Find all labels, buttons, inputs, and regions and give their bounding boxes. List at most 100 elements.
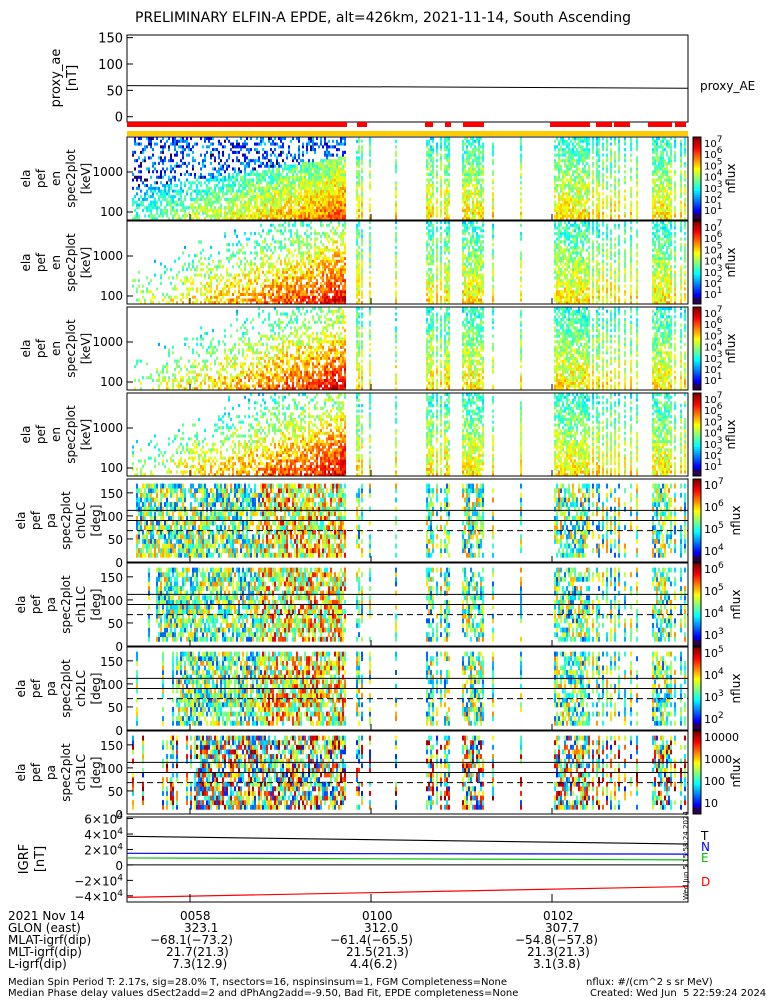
energy-colorbar-cell [693,161,701,165]
energy-pixel [240,243,242,247]
energy-pixel [369,217,371,221]
energy-pixel [138,164,140,168]
status-yellow-bar [127,131,688,136]
energy-pixel [170,281,172,285]
energy-pixel [344,181,346,185]
energy-pixel [556,189,558,193]
energy-pixel [290,295,292,299]
energy-colorbar-label: nflux [724,164,738,194]
energy-pixel [320,200,322,204]
energy-pixel [342,217,344,221]
energy-pixel [292,192,294,196]
energy-pixel [428,181,430,185]
energy-pixel [198,240,200,244]
energy-pixel [270,292,272,296]
energy-pixel [480,206,482,210]
energy-pixel [562,159,564,163]
energy-pixel [324,211,326,215]
energy-pixel [334,254,336,258]
energy-pixel [466,139,468,143]
energy-pixel [234,170,236,174]
energy-pixel [206,214,208,218]
energy-pixel [248,217,250,221]
energy-pixel [322,259,324,263]
energy-pixel [226,284,228,288]
energy-pixel [308,259,310,263]
energy-pixel [258,181,260,185]
energy-pixel [344,195,346,199]
energy-pixel [312,292,314,296]
energy-pixel [330,145,332,149]
energy-pixel [302,287,304,291]
energy-pixel [432,254,434,258]
energy-pixel [310,232,312,236]
energy-pixel [602,181,604,185]
energy-pixel [272,203,274,207]
energy-pixel [284,268,286,272]
energy-pixel [576,189,578,193]
energy-pixel [236,150,238,154]
energy-pixel [369,184,371,188]
energy-pixel [340,195,342,199]
energy-pixel [664,200,666,204]
energy-pixel [356,195,358,199]
energy-pixel [226,292,228,296]
energy-pixel [324,248,326,252]
energy-pixel [274,195,276,199]
energy-pixel [310,139,312,143]
energy-pixel [206,137,208,141]
energy-pixel [476,197,478,201]
energy-pixel [482,214,484,218]
energy-pixel [210,245,212,249]
energy-pixel [598,197,600,201]
energy-pixel [310,265,312,269]
energy-pixel [664,217,666,221]
energy-pixel [684,203,686,207]
energy-pixel [344,142,346,146]
energy-pixel [440,203,442,207]
energy-pixel [296,172,298,177]
energy-pixel [334,279,336,283]
energy-pixel [258,172,260,177]
energy-pixel [588,192,590,196]
energy-pixel [592,192,594,196]
energy-pixel [432,251,434,255]
energy-pixel [278,137,280,141]
energy-pixel [254,262,256,266]
energy-pixel [658,186,660,190]
energy-pixel [226,192,228,196]
energy-pixel [292,284,294,288]
energy-pixel [440,156,442,160]
energy-pixel [306,301,308,305]
energy-pixel [395,273,397,277]
energy-pixel [336,148,338,152]
energy-pixel [286,292,288,296]
energy-pixel [318,192,320,196]
energy-pixel [558,153,560,157]
energy-pixel [356,170,358,174]
energy-pixel [576,211,578,215]
energy-pixel [684,206,686,210]
energy-pixel [470,195,472,199]
energy-pixel [570,184,572,188]
energy-pixel [436,186,438,190]
energy-pixel [272,251,274,255]
energy-pixel [158,161,160,165]
energy-pixel [204,192,206,196]
energy-pixel [292,243,294,247]
energy-pixel [342,295,344,299]
energy-pixel [224,206,226,210]
energy-pixel [162,298,164,302]
energy-pixel [326,172,328,177]
energy-pixel [234,301,236,305]
energy-pixel [318,145,320,149]
energy-pixel [260,172,262,177]
energy-pixel [210,301,212,305]
energy-pixel [250,208,252,212]
energy-pixel [656,137,658,141]
energy-pixel [344,243,346,247]
energy-pixel [630,137,632,141]
energy-pixel [174,203,176,207]
energy-pixel [144,298,146,302]
energy-pixel [168,195,170,199]
